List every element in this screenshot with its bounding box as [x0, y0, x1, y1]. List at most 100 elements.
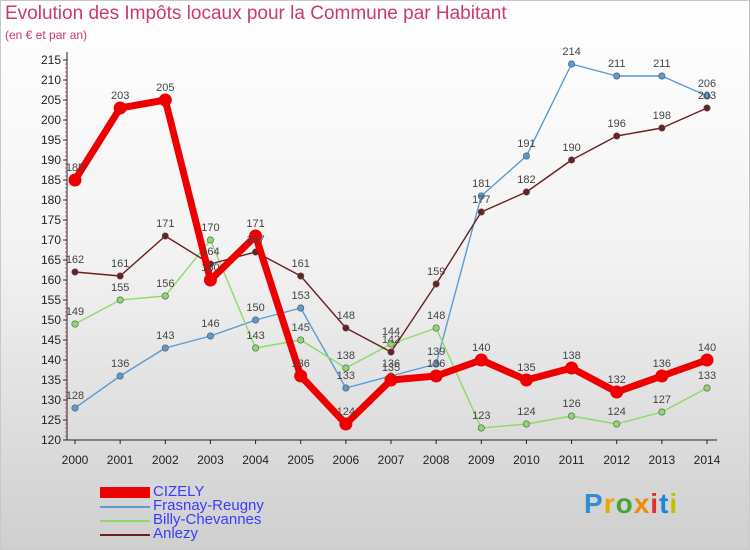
data-point: [113, 101, 127, 115]
y-tick-label: 145: [41, 333, 61, 347]
data-label: 150: [246, 302, 264, 314]
y-tick-label: 160: [41, 273, 61, 287]
y-tick-label: 190: [41, 153, 61, 167]
data-label: 191: [517, 138, 535, 150]
y-tick-label: 120: [41, 433, 61, 447]
data-label: 203: [111, 90, 129, 102]
y-tick-label: 180: [41, 193, 61, 207]
data-point: [339, 417, 353, 431]
data-label: 196: [608, 118, 626, 130]
data-point: [477, 424, 485, 432]
x-tick-label: 2012: [603, 453, 630, 467]
data-point: [387, 340, 395, 348]
data-label: 139: [427, 346, 445, 358]
data-label: 124: [517, 406, 535, 418]
data-point: [342, 324, 350, 332]
data-point: [703, 104, 711, 112]
data-point: [432, 324, 440, 332]
x-tick-label: 2002: [152, 453, 179, 467]
data-label: 132: [608, 374, 626, 386]
data-label: 161: [292, 258, 310, 270]
x-tick-label: 2013: [649, 453, 676, 467]
data-point: [158, 93, 172, 107]
data-point: [206, 332, 214, 340]
data-label: 214: [562, 46, 580, 58]
data-label: 171: [246, 218, 264, 230]
data-point: [116, 296, 124, 304]
x-tick-label: 2010: [513, 453, 540, 467]
data-label: 153: [292, 290, 310, 302]
legend-label-frasnay-reugny: Frasnay-Reugny: [153, 497, 264, 514]
data-point: [477, 192, 485, 200]
y-tick-label: 165: [41, 253, 61, 267]
data-label: 124: [608, 406, 626, 418]
data-point: [477, 208, 485, 216]
x-tick-label: 2009: [468, 453, 495, 467]
data-point: [68, 173, 82, 187]
data-point: [252, 344, 260, 352]
data-label: 164: [201, 246, 219, 258]
data-point: [568, 156, 576, 164]
data-point: [522, 188, 530, 196]
data-label: 159: [427, 266, 445, 278]
legend-swatch-anlezy: [100, 534, 150, 536]
data-label: 143: [246, 330, 264, 342]
data-label: 167: [246, 234, 264, 246]
data-point: [568, 412, 576, 420]
data-label: 190: [562, 142, 580, 154]
y-tick-label: 210: [41, 73, 61, 87]
x-tick-label: 2008: [423, 453, 450, 467]
legend-swatch-cizely: [100, 487, 150, 498]
y-tick-label: 140: [41, 353, 61, 367]
data-point: [522, 420, 530, 428]
series-line-anlezy: [74, 107, 708, 353]
data-point: [206, 236, 214, 244]
data-label: 142: [382, 334, 400, 346]
data-label: 144: [382, 326, 400, 338]
data-label: 136: [653, 358, 671, 370]
data-label: 160: [201, 262, 219, 274]
data-point: [116, 372, 124, 380]
data-point: [522, 152, 530, 160]
y-tick-label: 125: [41, 413, 61, 427]
data-point: [71, 268, 79, 276]
y-tick-label: 175: [41, 213, 61, 227]
data-point: [429, 369, 443, 383]
y-tick-label: 150: [41, 313, 61, 327]
data-label: 161: [111, 258, 129, 270]
data-label: 136: [427, 358, 445, 370]
legend-label-cizely: CIZELY: [153, 483, 205, 500]
x-tick-label: 2004: [242, 453, 269, 467]
data-label: 135: [517, 362, 535, 374]
data-label: 185: [66, 162, 84, 174]
data-label: 136: [382, 358, 400, 370]
legend-swatch-frasnay-reugny: [100, 506, 150, 508]
data-label: 146: [201, 318, 219, 330]
data-point: [703, 92, 711, 100]
proxiti-logo: Proxiti: [584, 488, 678, 520]
data-label: 127: [653, 394, 671, 406]
data-label: 148: [427, 310, 445, 322]
data-point: [658, 72, 666, 80]
data-label: 148: [337, 310, 355, 322]
x-tick-label: 2014: [694, 453, 721, 467]
data-label: 123: [472, 410, 490, 422]
logo-letter: P: [584, 488, 604, 519]
x-tick-label: 2005: [287, 453, 314, 467]
data-label: 181: [472, 178, 490, 190]
data-point: [432, 280, 440, 288]
logo-letter: i: [650, 488, 660, 519]
x-tick-label: 2000: [62, 453, 89, 467]
data-point: [703, 384, 711, 392]
logo-letter: o: [615, 488, 634, 519]
data-label: 170: [201, 222, 219, 234]
data-point: [203, 273, 217, 287]
data-label: 140: [472, 342, 490, 354]
logo-letter: x: [633, 488, 651, 519]
data-point: [613, 72, 621, 80]
data-label: 140: [698, 342, 716, 354]
data-label: 203: [698, 90, 716, 102]
data-point: [613, 132, 621, 140]
data-point: [161, 292, 169, 300]
